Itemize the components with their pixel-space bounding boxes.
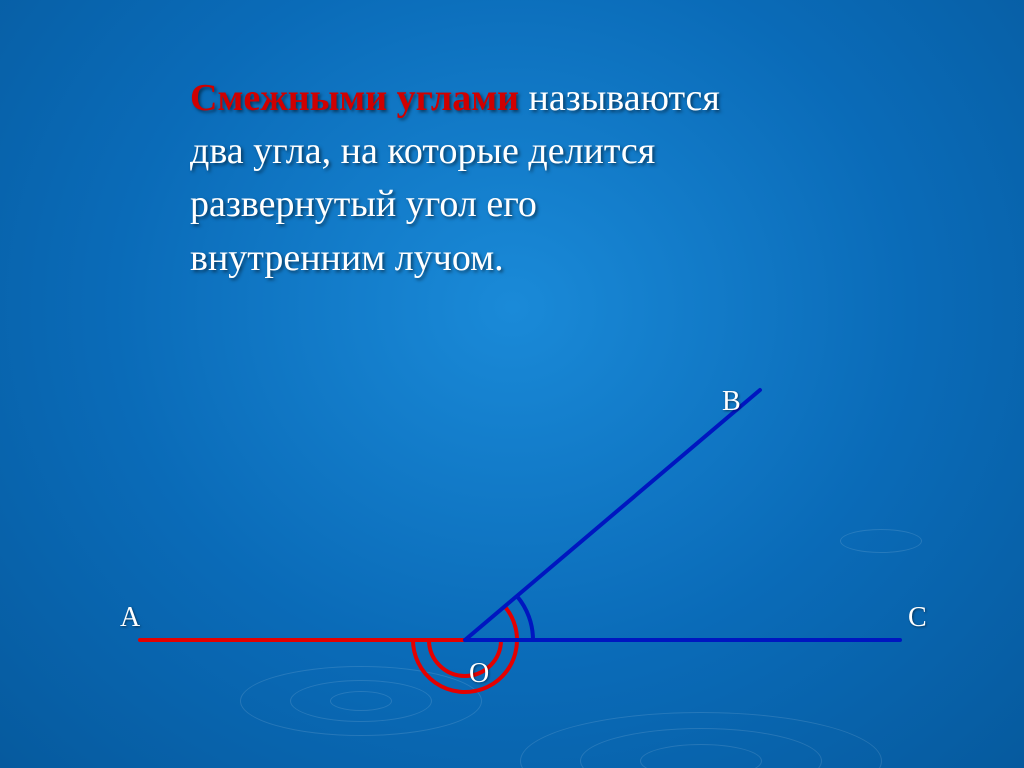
- label-A: A: [120, 602, 140, 634]
- arc-angle_AOB: [413, 607, 517, 692]
- term-highlight: Смежными углами: [190, 77, 519, 119]
- label-B: B: [722, 386, 741, 418]
- text-line4: внутренним лучом.: [190, 237, 504, 279]
- label-C: C: [908, 602, 927, 634]
- ripple: [330, 691, 392, 711]
- text-line1-rest: называются: [519, 77, 720, 119]
- label-O: O: [469, 658, 489, 690]
- text-line2: два угла, на которые делится: [190, 130, 655, 172]
- ripple: [520, 712, 882, 768]
- ripple: [640, 744, 762, 768]
- definition-text: Смежными углами называются два угла, на …: [190, 72, 910, 285]
- text-line3: развернутый угол его: [190, 183, 537, 225]
- ripple: [840, 529, 922, 553]
- ripple: [290, 680, 432, 722]
- ripple: [240, 666, 482, 736]
- arc-angle_BOC: [517, 596, 533, 640]
- ray-OB: [465, 390, 760, 640]
- arc-angle_AOC: [429, 640, 501, 676]
- ripple: [580, 728, 822, 768]
